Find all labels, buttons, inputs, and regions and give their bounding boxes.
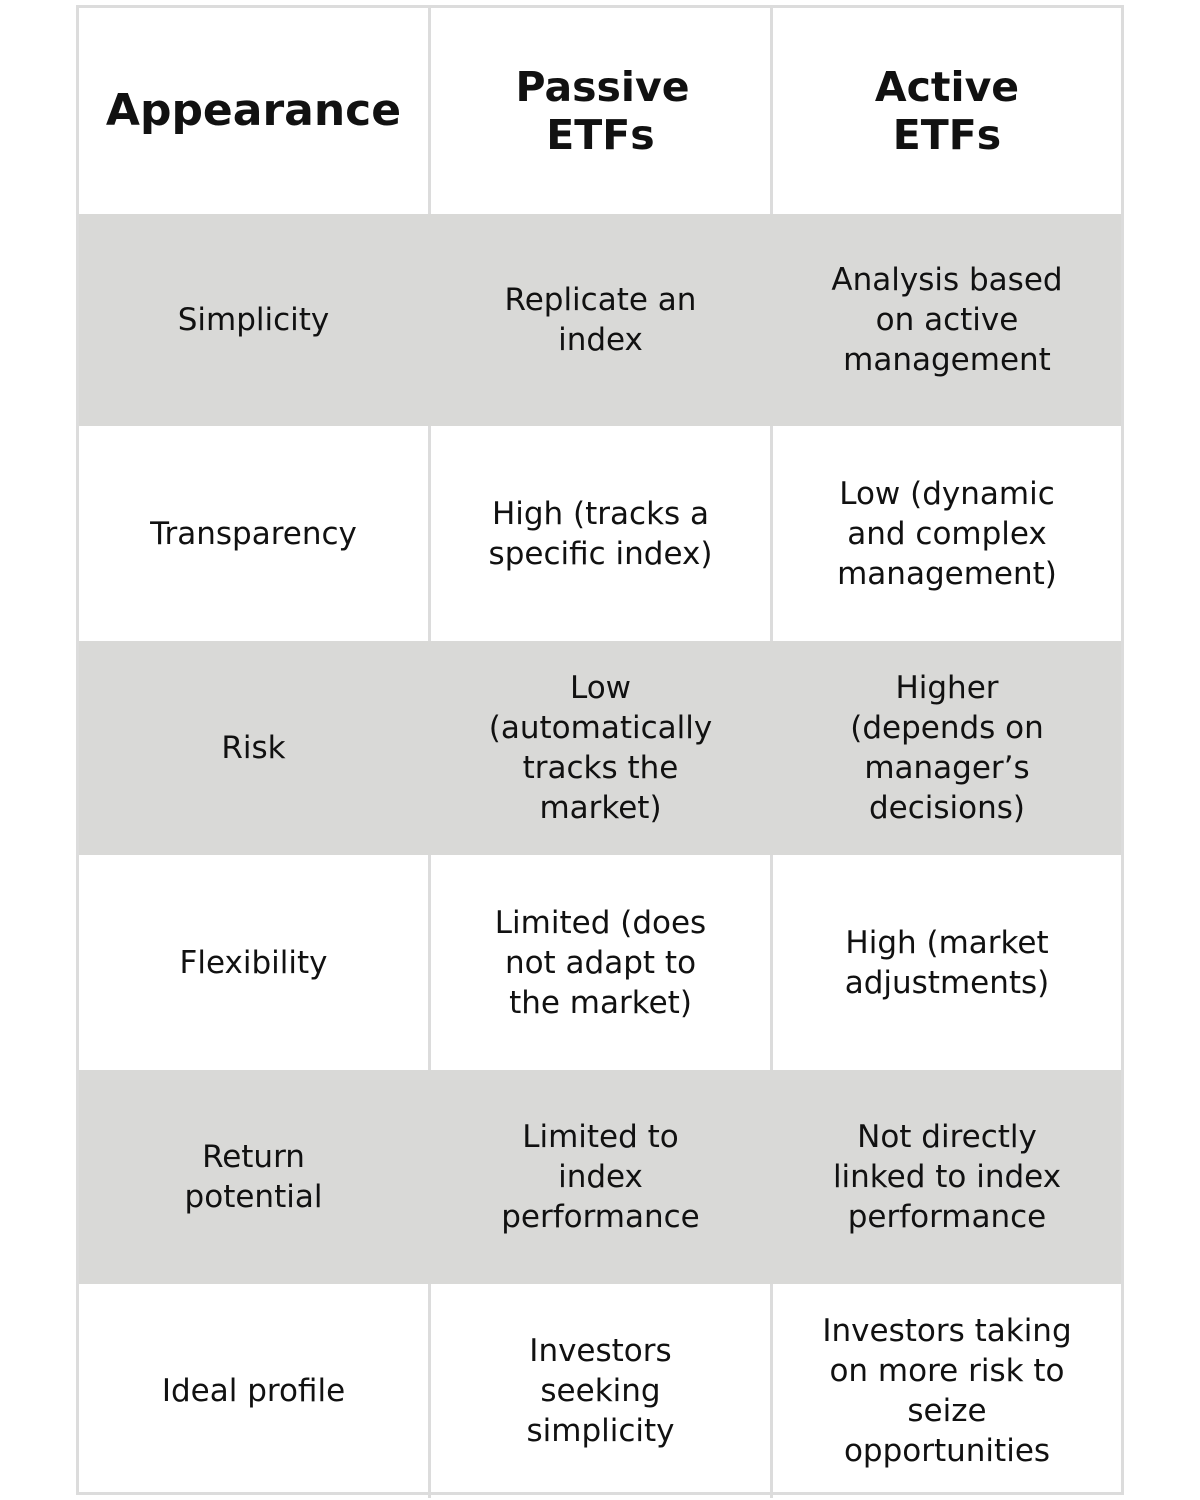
- row-aspect: Return potential: [79, 1070, 431, 1284]
- cell-text: Investors taking on more risk to seize o…: [822, 1313, 1072, 1469]
- row-passive-value: Limited to index performance: [431, 1070, 773, 1284]
- row-active-value: High (market adjustments): [773, 855, 1121, 1070]
- row-passive-value: High (tracks a specific index): [431, 426, 773, 641]
- etf-comparison-table: Appearance Passive ETFs Active ETFs Simp…: [76, 5, 1124, 1498]
- cell-text: Investors seeking simplicity: [526, 1333, 675, 1449]
- cell-text: Higher (depends on manager’s decisions): [850, 670, 1044, 826]
- cell-text: Limited to index performance: [501, 1119, 700, 1235]
- cell-text: Low (automatically tracks the market): [488, 670, 713, 826]
- header-passive-etfs: Passive ETFs: [431, 8, 773, 214]
- row-active-value: Higher (depends on manager’s decisions): [773, 641, 1121, 855]
- row-aspect: Risk: [79, 641, 431, 855]
- row-active-value: Investors taking on more risk to seize o…: [773, 1284, 1121, 1498]
- row-active-value: Low (dynamic and complex management): [773, 426, 1121, 641]
- header-active-etfs: Active ETFs: [773, 8, 1121, 214]
- cell-text: Return potential: [184, 1139, 323, 1215]
- cell-text: High (tracks a specific index): [488, 495, 713, 572]
- row-aspect: Simplicity: [79, 214, 431, 426]
- row-passive-value: Replicate an index: [431, 214, 773, 426]
- header-appearance: Appearance: [79, 8, 431, 214]
- row-passive-value: Limited (does not adapt to the market): [431, 855, 773, 1070]
- header-active-etfs-label: Active ETFs: [874, 63, 1020, 159]
- row-passive-value: Low (automatically tracks the market): [431, 641, 773, 855]
- cell-text: Replicate an index: [504, 282, 697, 358]
- header-passive-etfs-label: Passive ETFs: [515, 63, 690, 159]
- cell-text: Low (dynamic and complex management): [837, 475, 1057, 592]
- row-passive-value: Investors seeking simplicity: [431, 1284, 773, 1498]
- cell-text: Not directly linked to index performance: [832, 1119, 1062, 1235]
- row-active-value: Not directly linked to index performance: [773, 1070, 1121, 1284]
- row-aspect: Ideal profile: [79, 1284, 431, 1498]
- row-active-value: Analysis based on active management: [773, 214, 1121, 426]
- cell-text: Limited (does not adapt to the market): [494, 904, 707, 1021]
- row-aspect: Transparency: [79, 426, 431, 641]
- cell-text: High (market adjustments): [844, 924, 1050, 1001]
- cell-text: Analysis based on active management: [831, 262, 1063, 378]
- row-aspect: Flexibility: [79, 855, 431, 1070]
